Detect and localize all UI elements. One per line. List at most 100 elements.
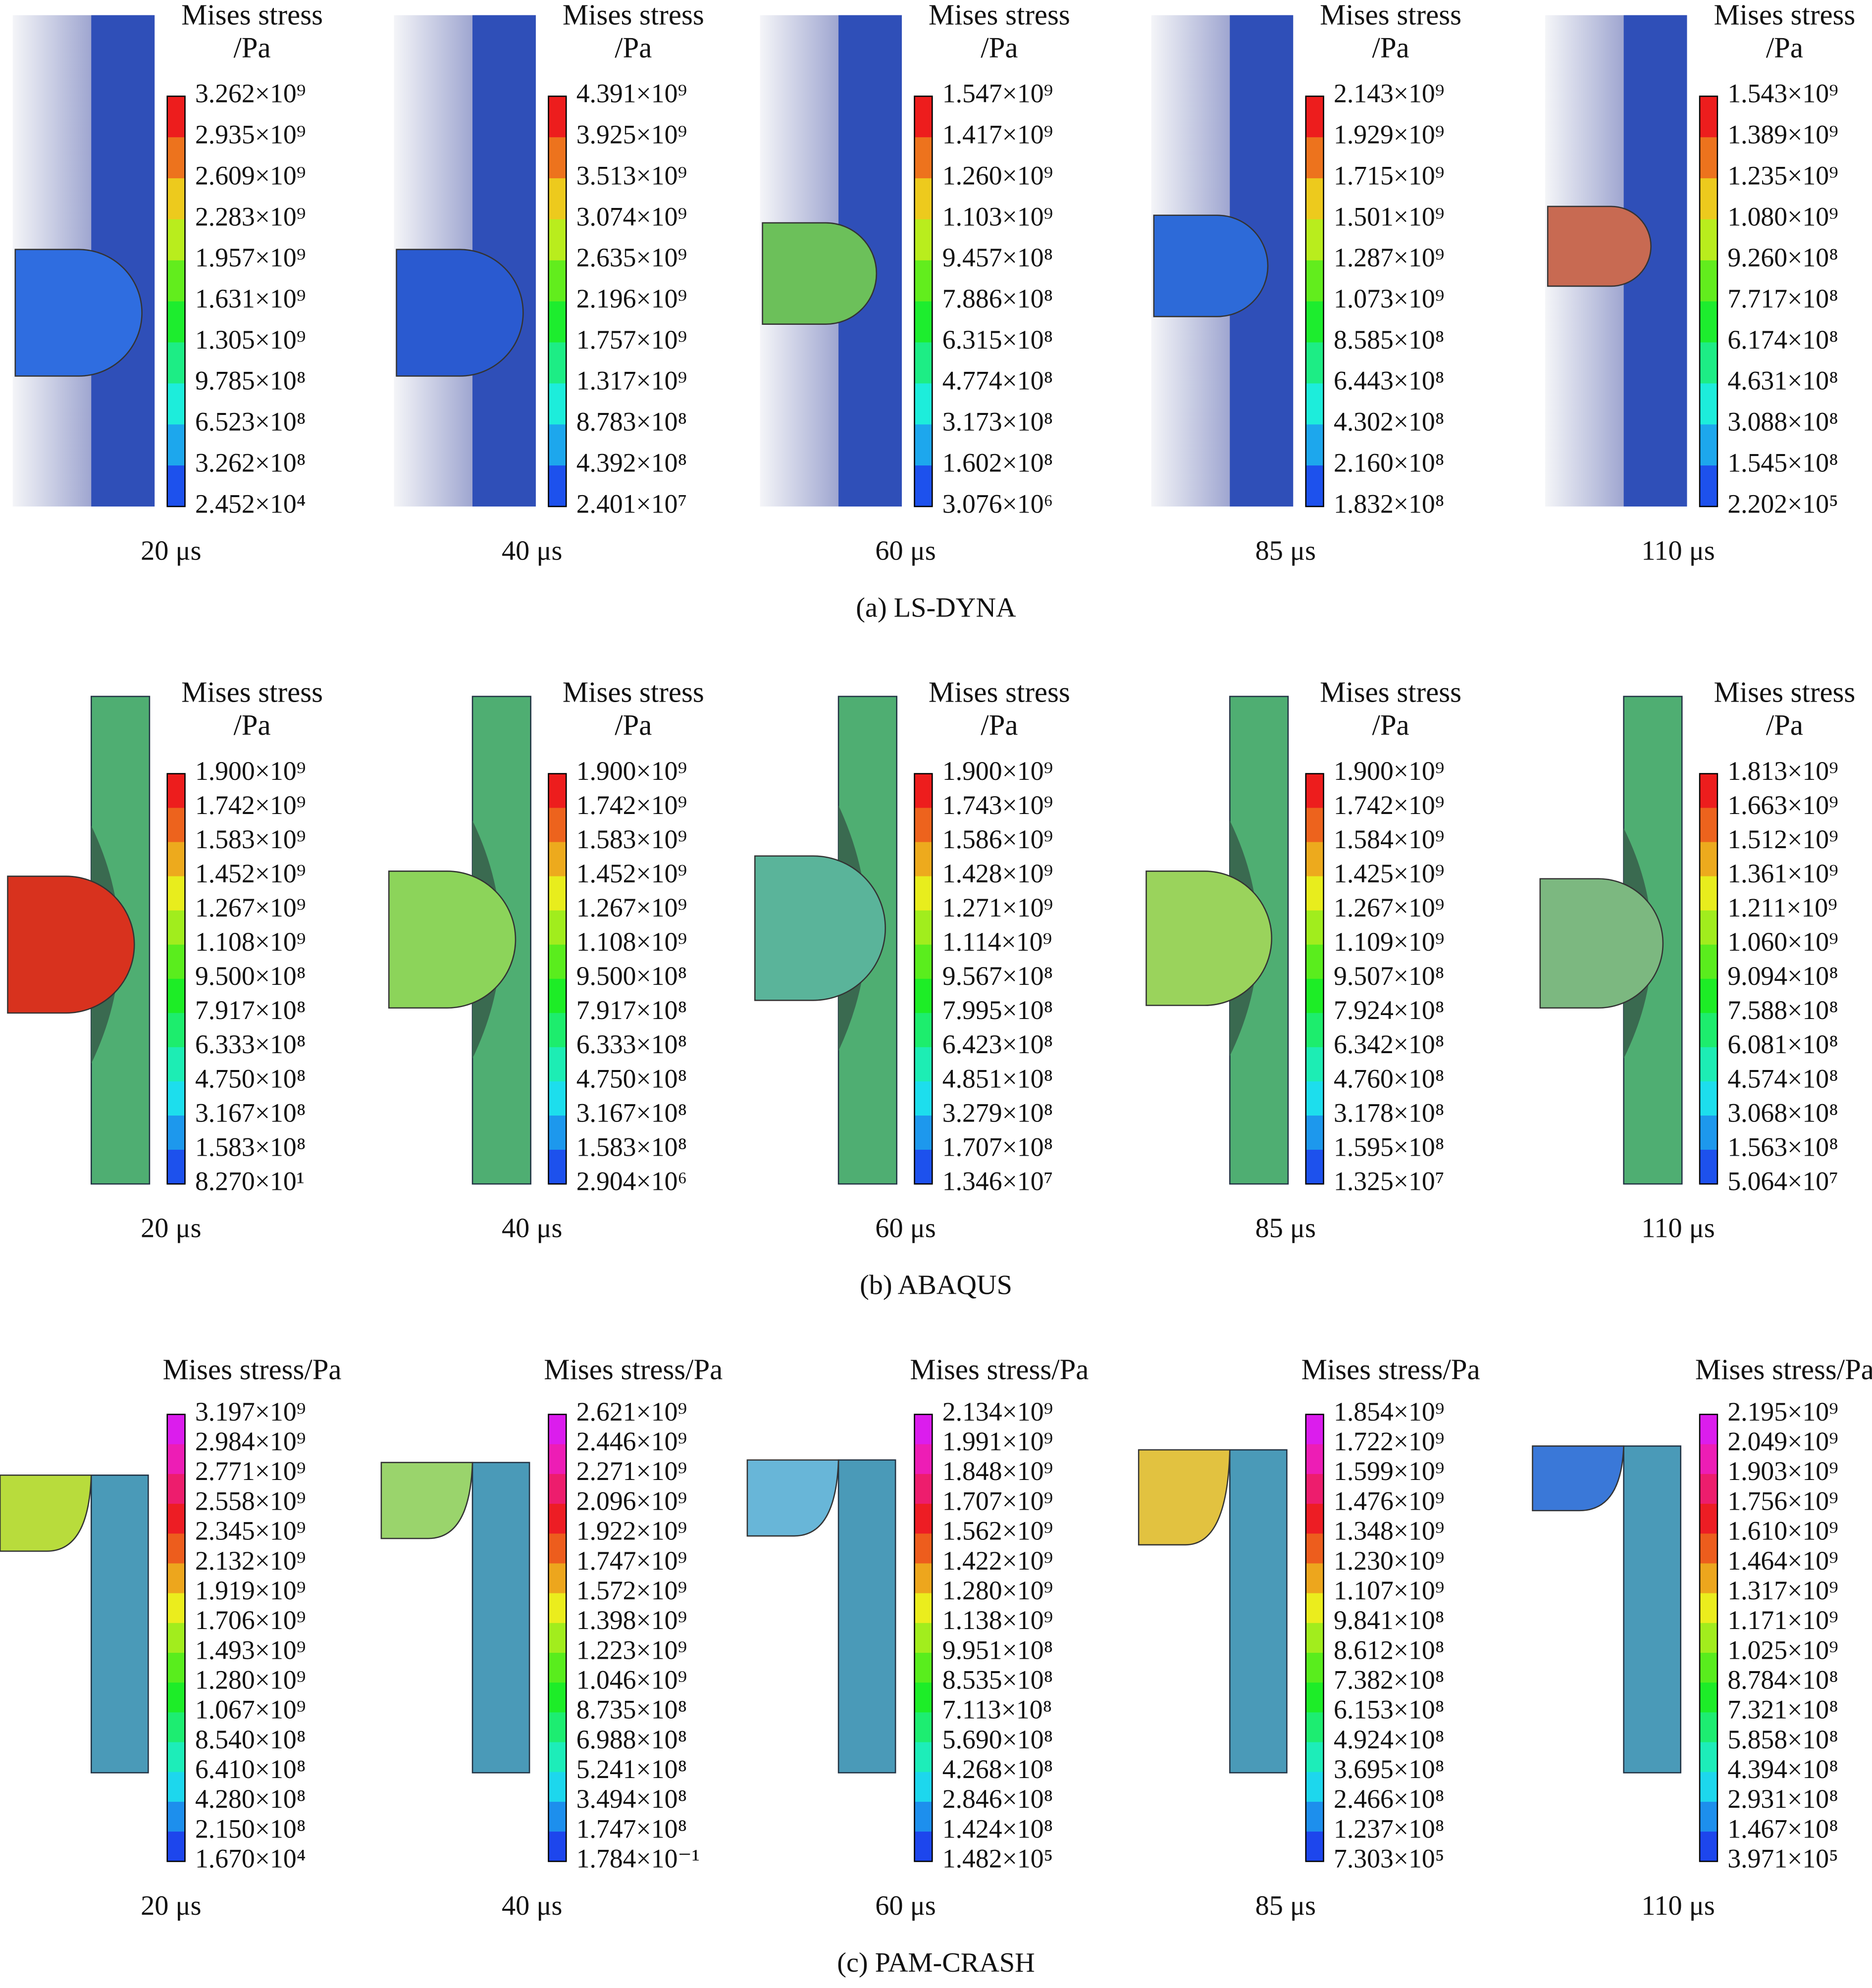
colorbar-label: 1.260×10⁹ <box>942 160 1053 190</box>
colorbar-label: 6.410×10⁸ <box>195 1754 306 1784</box>
colorbar-label: 1.482×10⁵ <box>942 1844 1053 1874</box>
colorbar-segment <box>914 137 933 179</box>
colorbar-segment <box>1305 1682 1324 1713</box>
colorbar-segment <box>1305 383 1324 425</box>
colorbar-segment <box>1305 1414 1324 1445</box>
colorbar-segment <box>548 383 567 425</box>
colorbar-label: 1.108×10⁹ <box>576 927 687 957</box>
colorbar-label: 2.635×10⁹ <box>576 243 687 272</box>
colorbar-label: 1.854×10⁹ <box>1334 1397 1444 1427</box>
colorbar-label: 1.512×10⁹ <box>1727 824 1838 854</box>
colorbar-frame <box>548 1414 567 1862</box>
colorbar-segment <box>914 978 933 1014</box>
colorbar-label: 1.280×10⁹ <box>195 1665 306 1695</box>
colorbar-segment <box>167 1742 185 1773</box>
colorbar-segment <box>914 1444 933 1475</box>
colorbar-label: 7.717×10⁸ <box>1727 284 1838 313</box>
colorbar-label: 1.287×10⁹ <box>1334 243 1444 272</box>
colorbar-segment <box>914 1772 933 1802</box>
colorbar-segment <box>548 1150 567 1184</box>
colorbar-segment <box>548 465 567 507</box>
projectile <box>762 222 878 325</box>
colorbar-segment <box>914 301 933 343</box>
colorbar-label: 6.081×10⁸ <box>1727 1029 1838 1059</box>
colorbar-segment <box>914 773 933 809</box>
colorbar-segment <box>1700 944 1717 979</box>
colorbar-label: 6.315×10⁸ <box>942 325 1053 355</box>
colorbar-title: Mises stress <box>1320 676 1461 708</box>
colorbar-label: 4.774×10⁸ <box>942 366 1053 396</box>
colorbar-label: 6.523×10⁸ <box>195 407 306 437</box>
colorbar-label: 7.113×10⁸ <box>942 1695 1052 1725</box>
colorbar-segment <box>167 178 185 220</box>
projectile <box>1539 878 1664 1009</box>
colorbar-label: 2.196×10⁹ <box>576 284 687 313</box>
colorbar-segment <box>914 1652 933 1683</box>
colorbar-label: 7.886×10⁸ <box>942 284 1053 313</box>
colorbar-frame <box>1305 1414 1324 1862</box>
colorbar-segment <box>167 424 185 466</box>
colorbar-segment <box>914 1533 933 1564</box>
colorbar-title: Mises stress <box>181 0 323 31</box>
colorbar-segment <box>1305 260 1324 302</box>
plate <box>90 1475 149 1774</box>
projectile <box>746 1459 839 1537</box>
colorbar-segment <box>548 1504 567 1534</box>
colorbar-label: 1.563×10⁸ <box>1727 1132 1838 1162</box>
colorbar-label: 1.832×10⁸ <box>1334 489 1444 518</box>
colorbar-label: 4.924×10⁸ <box>1334 1725 1444 1754</box>
colorbar-segment <box>1700 383 1717 425</box>
colorbar-segment <box>1305 424 1324 466</box>
time-label: 20 μs <box>141 1890 201 1921</box>
colorbar-segment <box>1305 876 1324 911</box>
colorbar-segment <box>167 1623 185 1653</box>
colorbar-frame <box>914 1414 933 1862</box>
time-label: 40 μs <box>502 1213 562 1244</box>
colorbar-label: 6.174×10⁸ <box>1727 325 1838 355</box>
colorbar-unit: /Pa <box>1766 709 1803 741</box>
colorbar-label: 8.270×10¹ <box>195 1166 305 1196</box>
projectile <box>1532 1445 1624 1512</box>
colorbar-label: 1.545×10⁸ <box>1727 448 1838 477</box>
colorbar-label: 1.325×10⁷ <box>1334 1166 1444 1196</box>
colorbar-label: 3.971×10⁵ <box>1727 1844 1838 1874</box>
colorbar-segment <box>548 944 567 979</box>
colorbar-segment <box>167 1444 185 1475</box>
colorbar-label: 2.846×10⁸ <box>942 1784 1053 1814</box>
colorbar-segment <box>167 808 185 843</box>
colorbar-label: 1.108×10⁹ <box>195 927 306 957</box>
colorbar-label: 4.268×10⁸ <box>942 1754 1053 1784</box>
time-label: 110 μs <box>1641 535 1715 566</box>
colorbar-label: 3.513×10⁹ <box>576 160 687 190</box>
colorbar-label: 1.562×10⁹ <box>942 1516 1053 1546</box>
colorbar-segment <box>1305 137 1324 179</box>
colorbar-label: 1.742×10⁹ <box>195 790 306 820</box>
colorbar-label: 3.279×10⁸ <box>942 1098 1053 1127</box>
colorbar-segment <box>1700 1444 1717 1475</box>
colorbar-segment <box>914 178 933 220</box>
colorbar-segment <box>548 342 567 384</box>
time-label: 85 μs <box>1255 1213 1316 1244</box>
colorbar-segment <box>548 1742 567 1773</box>
colorbar-label: 6.153×10⁸ <box>1334 1695 1444 1725</box>
colorbar-segment <box>1305 1712 1324 1743</box>
colorbar-label: 9.500×10⁸ <box>576 961 687 991</box>
colorbar-label: 2.771×10⁹ <box>195 1456 306 1486</box>
colorbar-label: 1.271×10⁹ <box>942 893 1053 922</box>
colorbar-label: 3.197×10⁹ <box>195 1397 306 1427</box>
colorbar-label: 1.467×10⁸ <box>1727 1814 1838 1843</box>
colorbar-label: 1.267×10⁹ <box>1334 893 1444 922</box>
colorbar-label: 1.584×10⁹ <box>1334 824 1444 854</box>
colorbar-title: Mises stress/Pa <box>1695 1354 1872 1386</box>
plate <box>837 1459 896 1774</box>
colorbar-label: 2.345×10⁹ <box>195 1516 306 1546</box>
colorbar-frame <box>914 96 933 508</box>
colorbar-segment <box>1700 1623 1717 1653</box>
colorbar-segment <box>167 1801 185 1832</box>
colorbar-segment <box>1700 1414 1717 1445</box>
colorbar-label: 1.747×10⁹ <box>576 1546 687 1576</box>
colorbar-label: 1.543×10⁹ <box>1727 79 1838 108</box>
colorbar-label: 9.500×10⁸ <box>195 961 306 991</box>
colorbar-segment <box>914 1712 933 1743</box>
colorbar-segment <box>167 1563 185 1594</box>
